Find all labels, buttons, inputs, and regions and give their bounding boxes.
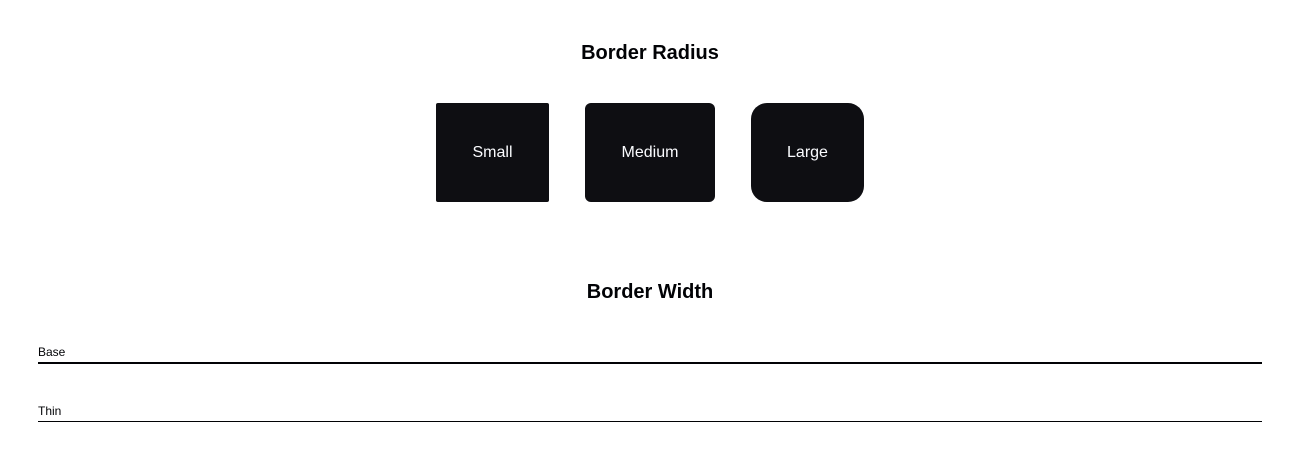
radius-medium-label: Medium [621,143,679,161]
border-radius-title: Border Radius [581,42,719,64]
border-width-base-sample: Base [38,345,1262,364]
border-width-thin-label: Thin [38,404,62,418]
radius-medium-sample: Medium [585,103,715,202]
radius-small-sample: Small [436,103,549,202]
radius-large-label: Large [787,143,828,161]
radius-large-sample: Large [751,103,864,202]
border-width-base-label: Base [38,345,66,359]
border-width-title: Border Width [586,281,714,303]
radius-small-label: Small [472,143,513,161]
border-width-thin-sample: Thin [38,404,1262,422]
border-radius-examples: Small Medium Large [0,103,1300,202]
